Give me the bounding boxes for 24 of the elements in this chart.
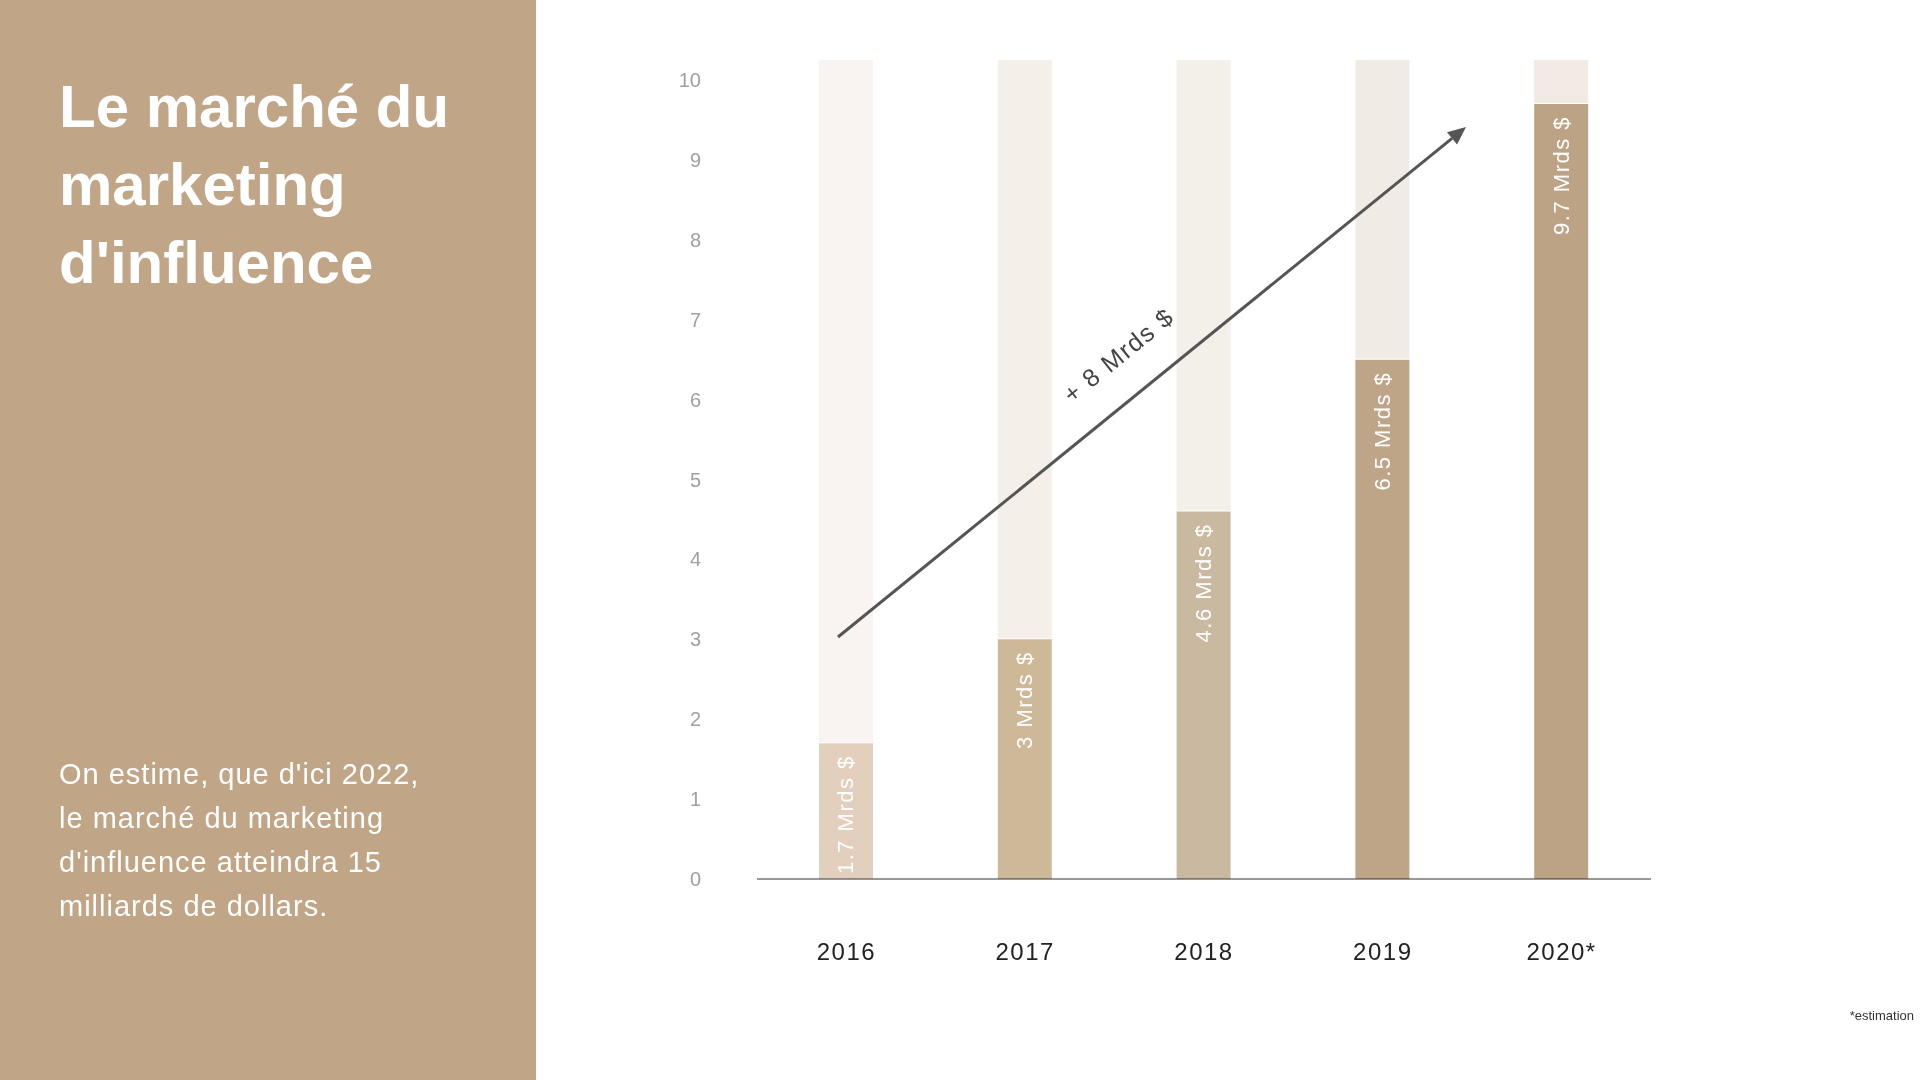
- y-tick-label: 8: [689, 228, 701, 251]
- x-tick-label: 2019: [1353, 938, 1413, 966]
- text: On estime, que d'ici 2022, le marché du marketing d'influence atteindra 15 milliards de dollars.: [59, 757, 421, 924]
- y-tick-label: 4: [689, 548, 701, 571]
- y-tick-label: 0: [689, 868, 701, 891]
- y-tick-label: 2: [689, 708, 701, 731]
- y-tick-label: 3: [689, 628, 701, 651]
- data-label: 9.7 Mrds $: [1548, 115, 1574, 235]
- data-label: 3 Mrds $: [1012, 651, 1038, 749]
- y-tick-label: 7: [689, 308, 701, 331]
- y-tick-label: 1: [689, 788, 701, 811]
- text: *estimation: [1849, 1008, 1914, 1023]
- y-tick-label: 6: [689, 388, 701, 411]
- data-label: 6.5 Mrds $: [1369, 371, 1395, 491]
- x-tick-label: 2020*: [1526, 938, 1597, 966]
- x-tick-label: 2016: [816, 938, 877, 966]
- y-tick-label: 5: [689, 468, 701, 491]
- data-label: 1.7 Mrds $: [833, 755, 859, 875]
- x-tick-label: 2018: [1174, 938, 1234, 966]
- x-tick-label: 2017: [995, 938, 1055, 966]
- data-label: 4.6 Mrds $: [1191, 523, 1217, 643]
- text: Le marché du marketing d'influence: [59, 72, 451, 298]
- y-tick-label: 9: [689, 148, 701, 171]
- y-tick-label: 10: [678, 69, 701, 92]
